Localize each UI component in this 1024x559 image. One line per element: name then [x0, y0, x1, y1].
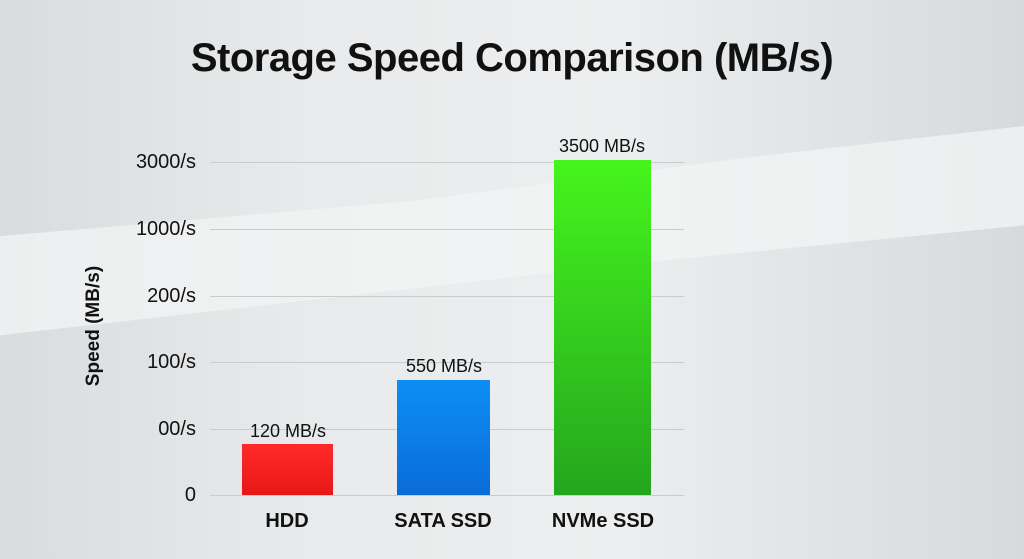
- gridline: [210, 362, 684, 363]
- y-axis-label: Speed (MB/s): [83, 265, 104, 387]
- bar-value-nvme-ssd: 3500 MB/s: [558, 136, 646, 156]
- y-tick-1: 00/s: [158, 418, 196, 440]
- y-tick-4: 1000/s: [135, 218, 196, 240]
- y-tick-5: 3000/s: [135, 151, 196, 173]
- y-tick-0: 0: [184, 484, 196, 506]
- bar-hdd[interactable]: [242, 444, 333, 495]
- chart-title: Storage Speed Comparison (MB/s): [190, 36, 834, 80]
- gridline: [210, 495, 684, 496]
- gridline: [210, 229, 684, 230]
- category-sata-ssd: SATA SSD: [394, 510, 492, 532]
- y-tick-3: 200/s: [147, 285, 196, 307]
- y-tick-2: 100/s: [147, 351, 196, 373]
- gridline: [210, 162, 684, 163]
- category-hdd: HDD: [265, 510, 309, 532]
- bar-value-hdd: 120 MB/s: [249, 421, 327, 441]
- gridline: [210, 296, 684, 297]
- bar-sata-ssd[interactable]: [397, 380, 490, 495]
- category-nvme-ssd: NVMe SSD: [551, 510, 655, 532]
- bar-value-sata-ssd: 550 MB/s: [405, 356, 483, 376]
- bar-nvme-ssd[interactable]: [554, 160, 651, 495]
